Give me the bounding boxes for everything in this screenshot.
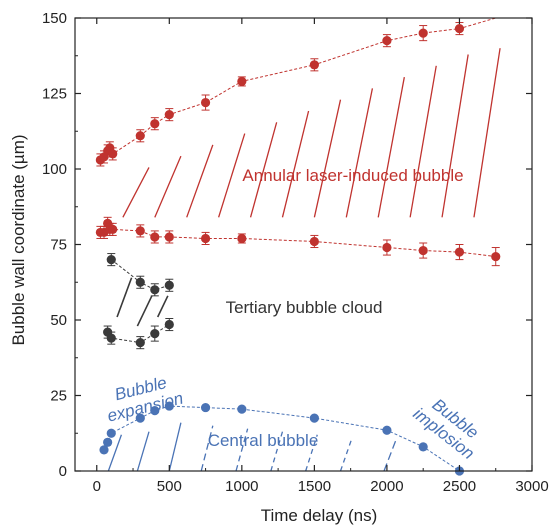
hatch-line-central [339,437,353,472]
x-tick-label: 1000 [225,478,258,495]
data-point-tertiary-inner [164,319,174,330]
series-line-annular-outer [100,17,496,161]
data-point-tertiary-inner [150,328,160,339]
y-tick-label: 50 [50,312,67,329]
data-point-annular-inner [491,251,501,262]
data-point-tertiary-inner [106,333,116,343]
series-line-tertiary-outer [110,259,170,291]
series-line-annular-inner [100,222,496,258]
data-point-annular-outer [237,76,247,87]
y-tick-label: 75 [50,237,67,254]
hatch-line-central [107,434,123,472]
data-point-central [150,406,160,416]
data-point-annular-inner [164,232,174,242]
data-point-annular-inner [200,233,211,244]
data-point-central [382,425,392,435]
data-point-annular-inner [135,226,145,236]
x-tick-label: 1500 [298,478,331,495]
data-point-annular-inner [454,247,465,257]
hatch-line-central [305,434,318,472]
data-point-central [309,413,319,423]
x-axis-title: Time delay (ns) [261,506,378,525]
data-point-central [200,402,211,413]
hatch-line-central [136,431,150,472]
data-point-central [237,404,247,414]
hatch-line-central [168,422,182,472]
hatch-line-tertiary [136,295,153,327]
data-point-annular-inner [150,232,160,242]
data-point-central [135,413,145,423]
data-point-annular-inner [382,242,392,253]
hatch-line-annular [122,167,150,218]
hatch-line-annular [249,122,278,218]
hatch-line-annular [345,88,374,218]
y-tick-label: 125 [42,86,67,103]
data-point-annular-inner [309,236,319,247]
hatch-line-tertiary [156,295,169,318]
data-point-annular-outer [150,119,160,129]
x-tick-label: 3000 [515,478,548,495]
data-point-central [106,428,116,438]
hatch-line-central [200,425,214,472]
data-point-tertiary-outer [150,285,160,295]
data-point-annular-inner [237,233,247,244]
data-point-central [103,437,113,447]
hatch-line-annular [313,99,342,218]
data-point-tertiary-outer [106,255,116,265]
data-point-annular-outer [200,97,211,108]
annotation-tertiary-cloud: Tertiary bubble cloud [226,298,383,317]
y-axis-title: Bubble wall coordinate (µm) [9,134,28,345]
data-point-central [99,445,109,455]
hatch-line-annular [441,54,469,218]
data-point-tertiary-inner [135,338,145,348]
hatch-line-central [235,428,249,472]
data-point-tertiary-outer [164,280,174,290]
hatch-line-annular [218,133,246,218]
data-point-tertiary-outer [135,277,145,287]
tick-labels: 0 500 1000 1500 2000 2500 3000 0 25 50 75 100 125 150 [42,10,549,495]
x-tick-label: 2500 [443,478,476,495]
hatch-line-annular [409,65,437,218]
y-tick-label: 100 [42,161,67,178]
data-point-annular-outer [454,23,465,34]
y-tick-label: 150 [42,10,67,27]
hatch-lines [107,48,501,472]
hatch-line-annular [186,144,214,218]
data-point-central [418,442,428,452]
data-point-annular-inner [108,224,118,234]
data-point-annular-outer [309,60,319,70]
data-point-annular-inner [418,245,428,256]
hatch-line-annular [154,155,182,218]
data-point-central [164,401,174,411]
data-point-annular-outer [135,131,145,141]
y-tick-label: 25 [50,388,67,405]
hatch-line-annular [377,76,405,218]
axes [74,17,533,472]
annotation-annular-bubble: Annular laser-induced bubble [242,166,463,185]
data-point-annular-outer [418,28,428,38]
data-point-annular-outer [164,110,174,120]
x-tick-label: 2000 [370,478,403,495]
hatch-line-annular [281,110,310,218]
y-tick-label: 0 [59,463,67,480]
hatch-line-annular [473,48,501,218]
hatch-line-central [270,431,284,472]
data-point-annular-outer [108,149,118,159]
x-tick-label: 0 [93,478,101,495]
hatch-line-central [383,440,397,472]
annotation-central-bubble: Central bubble [208,431,319,450]
hatch-line-tertiary [116,277,133,318]
x-tick-label: 500 [157,478,182,495]
data-point-annular-outer [382,36,392,46]
